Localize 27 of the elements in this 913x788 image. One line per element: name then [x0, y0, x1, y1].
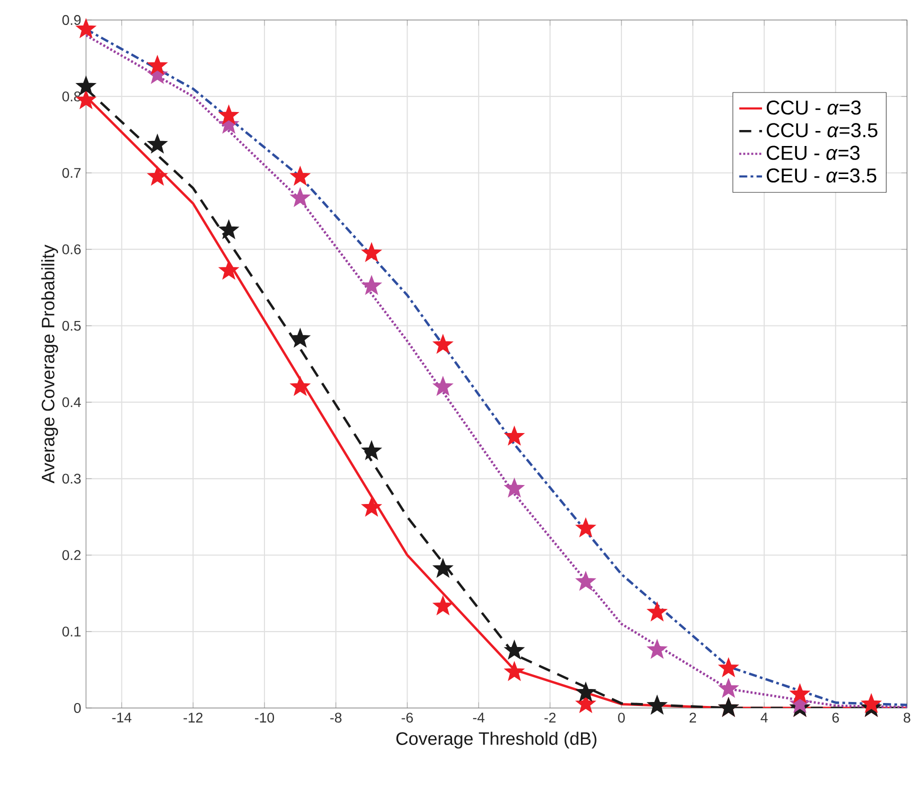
x-tick-label: -14 — [112, 712, 132, 722]
y-tick-label: 0.9 — [62, 15, 81, 25]
legend-label: CEU - α=3 — [766, 146, 860, 160]
legend-label: CCU - α=3.5 — [766, 123, 878, 138]
y-tick-label: 0.5 — [62, 320, 81, 331]
y-tick-label: 0.7 — [62, 168, 81, 178]
y-tick-label: 0.3 — [62, 474, 81, 484]
y-tick-label: 0.6 — [62, 244, 81, 254]
y-axis-title: Average Coverage Probability — [41, 244, 58, 484]
x-tick-label: 6 — [832, 712, 839, 723]
y-tick-label: 0.2 — [62, 550, 81, 560]
x-tick-label: -8 — [330, 712, 342, 723]
legend-label: CEU - α=3.5 — [766, 168, 876, 183]
x-tick-label: -2 — [544, 712, 556, 722]
y-tick-label: 0.1 — [62, 626, 81, 637]
y-tick-label: 0 — [74, 703, 81, 713]
x-tick-label: -6 — [402, 712, 413, 723]
x-tick-label: 0 — [618, 712, 625, 723]
x-tick-label: -4 — [473, 712, 484, 722]
legend-label: CCU - α=3 — [766, 100, 861, 115]
x-tick-label: 4 — [760, 712, 768, 722]
x-axis-title: Coverage Threshold (dB) — [396, 732, 596, 749]
x-tick-label: 8 — [904, 712, 910, 723]
x-tick-label: -10 — [254, 712, 274, 723]
x-tick-label: 2 — [690, 712, 696, 722]
x-tick-label: -12 — [184, 712, 202, 722]
y-tick-label: 0.4 — [62, 397, 81, 408]
